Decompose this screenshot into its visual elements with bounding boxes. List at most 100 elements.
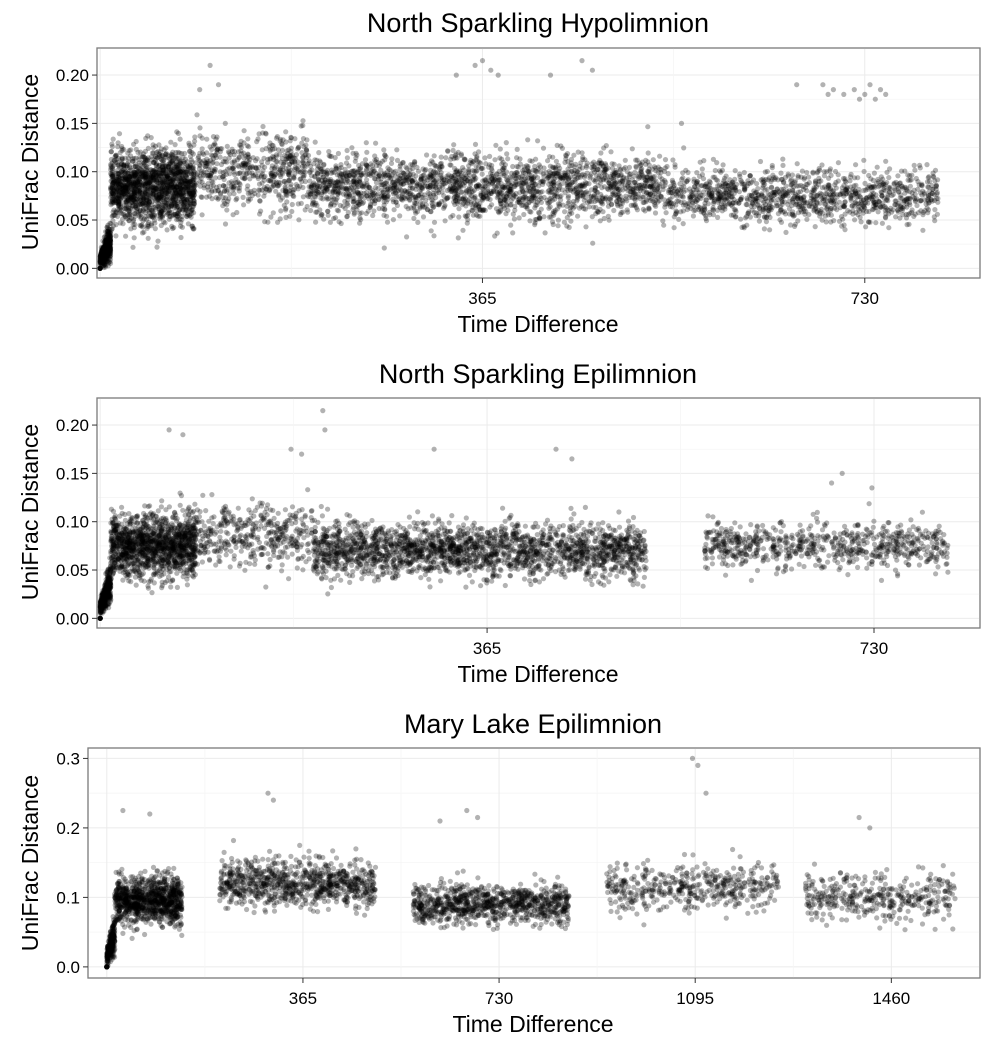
- scatter-point: [260, 130, 265, 135]
- scatter-point: [108, 162, 113, 167]
- scatter-point: [116, 177, 121, 182]
- scatter-point: [128, 226, 133, 231]
- scatter-point: [655, 199, 660, 204]
- scatter-point: [364, 150, 369, 155]
- scatter-point: [373, 141, 378, 146]
- scatter-point: [118, 150, 123, 155]
- scatter-point: [274, 136, 279, 141]
- scatter-point: [354, 153, 359, 158]
- scatter-point: [146, 236, 151, 241]
- scatter-point: [126, 198, 131, 203]
- scatter-point: [598, 150, 603, 155]
- scatter-point: [493, 143, 498, 148]
- scatter-point: [151, 169, 156, 174]
- scatter-point: [463, 157, 468, 162]
- scatter-point: [132, 203, 137, 208]
- scatter-point: [472, 169, 477, 174]
- scatter-point: [445, 196, 450, 201]
- scatter-point: [578, 183, 583, 188]
- scatter-point: [548, 164, 553, 169]
- scatter-point: [111, 137, 116, 142]
- scatter-point: [398, 182, 403, 187]
- scatter-point: [338, 203, 343, 208]
- scatter-point: [389, 161, 394, 166]
- scatter-point: [376, 176, 381, 181]
- scatter-point: [404, 234, 409, 239]
- scatter-point: [276, 180, 281, 185]
- scatter-point: [623, 165, 628, 170]
- scatter-point: [489, 163, 494, 168]
- scatter-point: [432, 184, 437, 189]
- scatter-point: [282, 203, 287, 208]
- scatter-point: [392, 207, 397, 212]
- scatter-point: [211, 134, 216, 139]
- scatter-point: [653, 210, 658, 215]
- scatter-point: [496, 192, 501, 197]
- scatter-point: [280, 142, 285, 147]
- scatter-point: [925, 184, 930, 189]
- scatter-point: [440, 190, 445, 195]
- scatter-point: [105, 225, 110, 230]
- scatter-point: [194, 112, 199, 117]
- scatter-point: [483, 208, 488, 213]
- scatter-point: [397, 213, 402, 218]
- scatter-point: [527, 218, 532, 223]
- scatter-point: [116, 199, 121, 204]
- scatter-point: [296, 186, 301, 191]
- scatter-point: [472, 196, 477, 201]
- scatter-point: [436, 202, 441, 207]
- scatter-point: [391, 217, 396, 222]
- scatter-point: [153, 144, 158, 149]
- scatter-point: [309, 173, 314, 178]
- scatter-point: [385, 220, 390, 225]
- scatter-point: [162, 147, 167, 152]
- scatter-point: [157, 195, 162, 200]
- scatter-point: [248, 197, 253, 202]
- scatter-point: [543, 230, 548, 235]
- scatter-point: [356, 202, 361, 207]
- scatter-point: [886, 225, 891, 230]
- scatter-point: [241, 202, 246, 207]
- scatter-point: [701, 158, 706, 163]
- scatter-point: [932, 214, 937, 219]
- x-axis-title: Time Difference: [457, 311, 618, 337]
- scatter-point: [601, 145, 606, 150]
- scatter-point: [553, 176, 558, 181]
- scatter-point: [241, 151, 246, 156]
- scatter-point: [184, 197, 189, 202]
- scatter-point: [590, 214, 595, 219]
- scatter-point: [537, 215, 542, 220]
- scatter-point: [160, 185, 165, 190]
- scatter-point: [556, 163, 561, 168]
- scatter-point: [443, 155, 448, 160]
- scatter-point: [305, 204, 310, 209]
- scatter-point: [481, 195, 486, 200]
- scatter-point: [313, 210, 318, 215]
- scatter-point: [145, 165, 150, 170]
- scatter-point: [336, 151, 341, 156]
- scatter-point: [883, 159, 888, 164]
- scatter-point: [162, 207, 167, 212]
- scatter-point: [463, 176, 468, 181]
- scatter-point: [589, 199, 594, 204]
- scatter-point: [323, 180, 328, 185]
- scatter-point: [435, 172, 440, 177]
- scatter-point: [183, 181, 188, 186]
- scatter-point: [129, 216, 134, 221]
- scatter-point: [875, 165, 880, 170]
- scatter-point: [113, 233, 118, 238]
- scatter-point: [510, 230, 515, 235]
- scatter-point: [546, 206, 551, 211]
- scatter-point: [178, 172, 183, 177]
- scatter-point: [138, 216, 143, 221]
- scatter-point: [212, 141, 217, 146]
- scatter-point: [647, 172, 652, 177]
- scatter-point: [352, 212, 357, 217]
- scatter-point: [891, 192, 896, 197]
- scatter-point: [421, 176, 426, 181]
- scatter-point: [110, 199, 115, 204]
- scatter-point: [114, 154, 119, 159]
- scatter-point: [119, 162, 124, 167]
- scatter-point: [224, 202, 229, 207]
- scatter-point: [187, 188, 192, 193]
